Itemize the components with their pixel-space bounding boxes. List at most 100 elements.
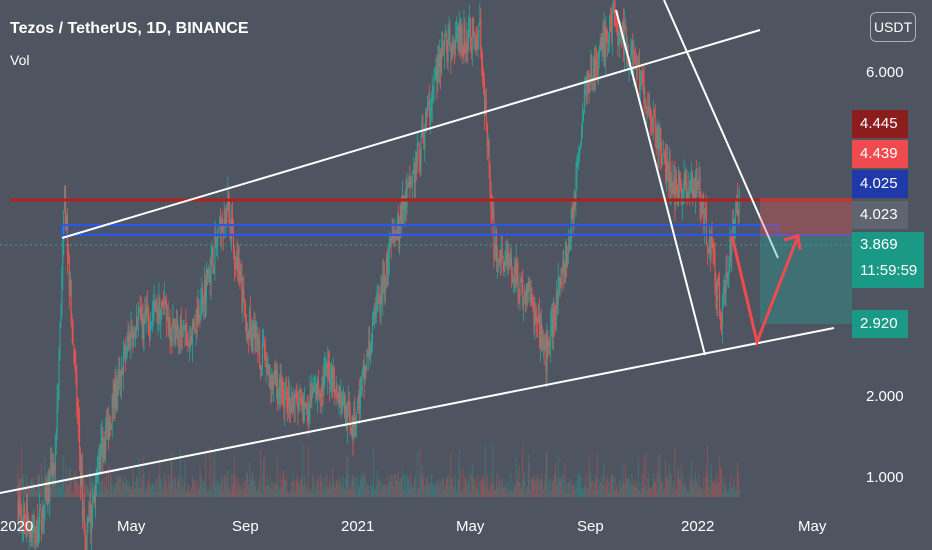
volume-bar bbox=[728, 487, 730, 497]
volume-bar bbox=[283, 469, 285, 497]
candle-body bbox=[482, 60, 484, 72]
volume-bar bbox=[430, 474, 432, 497]
candle-body bbox=[135, 329, 137, 337]
volume-label[interactable]: Vol bbox=[10, 52, 30, 68]
volume-bar bbox=[561, 475, 563, 497]
volume-bar bbox=[575, 481, 577, 497]
last-price-value: 3.869 bbox=[860, 236, 898, 253]
symbol-title[interactable]: Tezos / TetherUS, 1D, BINANCE bbox=[10, 20, 249, 37]
volume-bar bbox=[171, 451, 173, 497]
candle-body bbox=[260, 368, 262, 370]
candle-body bbox=[102, 435, 104, 463]
candle-body bbox=[386, 254, 388, 279]
wedge-left-line[interactable] bbox=[615, 9, 706, 356]
volume-bar bbox=[135, 475, 137, 497]
volume-bar bbox=[512, 481, 514, 497]
candle-body bbox=[604, 27, 606, 59]
candle-body bbox=[38, 526, 40, 545]
volume-bar bbox=[163, 489, 165, 497]
candle-body bbox=[378, 295, 380, 298]
volume-bar bbox=[317, 477, 319, 497]
candle-body bbox=[248, 311, 250, 339]
volume-bar bbox=[602, 485, 604, 497]
candle-body bbox=[335, 387, 337, 394]
volume-bar bbox=[346, 473, 348, 497]
volume-bar bbox=[154, 492, 156, 497]
volume-bar bbox=[118, 479, 120, 497]
candle-body bbox=[21, 516, 23, 526]
volume-bar bbox=[593, 490, 595, 497]
candle-body bbox=[246, 321, 248, 339]
candle-body bbox=[442, 46, 444, 54]
candle-body bbox=[666, 158, 668, 178]
candle-body bbox=[186, 328, 188, 334]
volume-bar bbox=[584, 487, 586, 497]
candle-body bbox=[286, 391, 288, 401]
candle-body bbox=[352, 417, 354, 439]
volume-bar bbox=[577, 476, 579, 497]
candle-body bbox=[546, 335, 548, 373]
volume-bar bbox=[296, 475, 298, 497]
volume-bar bbox=[140, 476, 142, 497]
volume-bar bbox=[391, 483, 393, 497]
volume-bar bbox=[434, 486, 436, 497]
volume-bar bbox=[685, 484, 687, 497]
volume-bar bbox=[494, 490, 496, 497]
volume-bar bbox=[384, 484, 386, 497]
candle-body bbox=[518, 296, 520, 300]
volume-bar bbox=[559, 477, 561, 497]
resistance-zone[interactable] bbox=[61, 224, 779, 236]
volume-bar bbox=[157, 492, 159, 497]
candle-body bbox=[436, 71, 438, 83]
candle-body bbox=[64, 186, 66, 211]
candle-body bbox=[706, 210, 708, 244]
candle-body bbox=[715, 280, 717, 293]
volume-bar bbox=[284, 480, 286, 497]
volume-bar bbox=[143, 473, 145, 497]
volume-bar bbox=[700, 487, 702, 497]
volume-bar bbox=[228, 488, 230, 497]
target-zone-lower[interactable] bbox=[760, 236, 852, 324]
currency-button[interactable]: USDT bbox=[870, 12, 916, 42]
channel-lower-line[interactable] bbox=[0, 327, 835, 494]
candle-body bbox=[297, 405, 299, 412]
volume-bar bbox=[260, 449, 262, 497]
candle-body bbox=[595, 58, 597, 67]
volume-bar bbox=[455, 474, 457, 497]
target-zone-upper[interactable] bbox=[760, 198, 852, 236]
candle-body bbox=[710, 236, 712, 256]
wedge-right-line[interactable] bbox=[663, 0, 779, 259]
volume-bar bbox=[289, 489, 291, 497]
drawings[interactable] bbox=[0, 0, 852, 494]
volume-bar bbox=[212, 457, 214, 497]
channel-upper-line[interactable] bbox=[61, 29, 761, 239]
volume-bar bbox=[673, 480, 675, 497]
volume-bar bbox=[737, 472, 739, 497]
candle-body bbox=[327, 361, 329, 378]
candle-body bbox=[411, 184, 413, 187]
candle-body bbox=[301, 399, 303, 407]
candle-body bbox=[685, 182, 687, 184]
projection-arrow[interactable] bbox=[730, 235, 800, 348]
candle-body bbox=[439, 52, 441, 68]
volume-bar bbox=[184, 460, 186, 497]
candle-body bbox=[524, 291, 526, 298]
volume-bar bbox=[114, 488, 116, 497]
candle-body bbox=[551, 315, 553, 319]
candle-body bbox=[222, 228, 224, 239]
candle-body bbox=[124, 346, 126, 358]
volume-bar bbox=[298, 483, 300, 497]
volume-bar bbox=[725, 485, 727, 497]
candle-body bbox=[415, 158, 417, 167]
candle-body bbox=[73, 345, 75, 362]
volume-bar bbox=[664, 460, 666, 497]
volume-bar bbox=[281, 480, 283, 497]
volume-bar bbox=[572, 483, 574, 497]
candle-body bbox=[224, 218, 226, 227]
volume-bar bbox=[456, 478, 458, 497]
volume-bar bbox=[466, 480, 468, 497]
candle-body bbox=[649, 106, 651, 111]
candle-body bbox=[708, 237, 710, 253]
candle-body bbox=[712, 244, 714, 250]
